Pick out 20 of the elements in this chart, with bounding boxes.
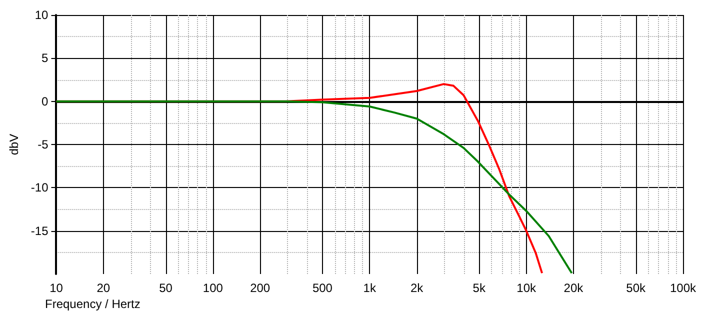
y-tick-label: 10 xyxy=(34,8,49,22)
x-tick-label: 50 xyxy=(159,281,173,295)
x-tick-label: 100 xyxy=(202,281,224,295)
x-tick-label: 200 xyxy=(250,281,270,295)
x-tick-label: 100k xyxy=(670,281,698,295)
y-tick-label: 0 xyxy=(42,94,49,108)
x-tick-label: 50k xyxy=(626,281,646,295)
x-axis-title: Frequency / Hertz xyxy=(45,297,140,311)
y-tick-label: -10 xyxy=(30,180,49,195)
x-tick-label: 20 xyxy=(96,281,110,295)
x-tick-label: 10k xyxy=(516,281,537,295)
x-tick-label: 5k xyxy=(472,281,486,295)
y-axis-title: dbV xyxy=(7,134,21,156)
y-tick-label: -5 xyxy=(38,138,49,152)
y-tick-label: 5 xyxy=(42,51,49,66)
x-tick-label: 20k xyxy=(564,281,584,295)
x-tick-label: 500 xyxy=(312,281,333,295)
x-tick-label: 2k xyxy=(410,281,424,295)
x-tick-label: 1k xyxy=(363,281,377,295)
y-tick-label: -15 xyxy=(30,224,49,238)
